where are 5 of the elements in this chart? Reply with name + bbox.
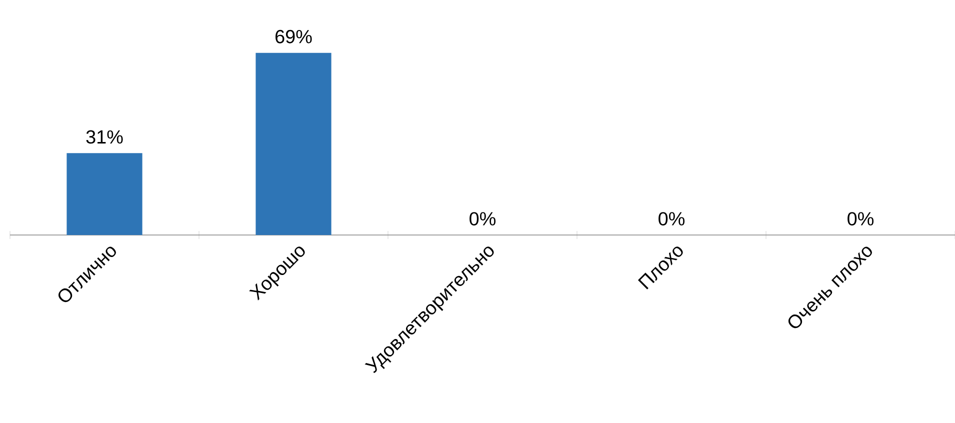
data-label: 0% xyxy=(848,212,874,226)
data-label: 31% xyxy=(86,130,123,144)
data-label: 69% xyxy=(276,30,312,44)
data-label: 0% xyxy=(658,212,685,226)
data-label: 0% xyxy=(470,212,496,226)
